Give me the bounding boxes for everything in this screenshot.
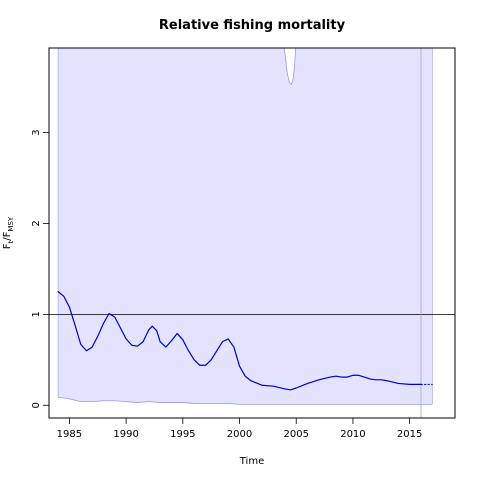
x-tick-label: 2000 bbox=[227, 429, 252, 440]
x-tick-label: 1985 bbox=[57, 429, 82, 440]
y-tick-label: 1 bbox=[31, 311, 42, 317]
x-tick-label: 2010 bbox=[340, 429, 365, 440]
y-axis-label: Ft/FMSY bbox=[2, 216, 15, 249]
band-lower-edge bbox=[58, 396, 433, 405]
reference-line-group bbox=[49, 48, 455, 418]
x-axis: 1985 1990 1995 2000 2005 2010 2015 bbox=[57, 417, 422, 440]
band-upper-edge bbox=[283, 47, 297, 86]
x-tick-label: 1990 bbox=[113, 429, 138, 440]
x-tick-label: 1995 bbox=[170, 429, 195, 440]
chart-title: Relative fishing mortality bbox=[159, 18, 346, 33]
y-tick-label: 3 bbox=[31, 129, 42, 135]
confidence-band bbox=[57, 47, 433, 405]
y-tick-label: 0 bbox=[31, 402, 42, 408]
x-axis-label: Time bbox=[239, 456, 264, 467]
series-line bbox=[57, 291, 422, 391]
x-tick-label: 2015 bbox=[397, 429, 422, 440]
x-tick-label: 2005 bbox=[284, 429, 309, 440]
y-axis: 0 1 2 3 bbox=[31, 129, 50, 408]
series-lines bbox=[57, 291, 433, 391]
band-fill bbox=[58, 48, 433, 405]
y-tick-label: 2 bbox=[31, 220, 42, 226]
